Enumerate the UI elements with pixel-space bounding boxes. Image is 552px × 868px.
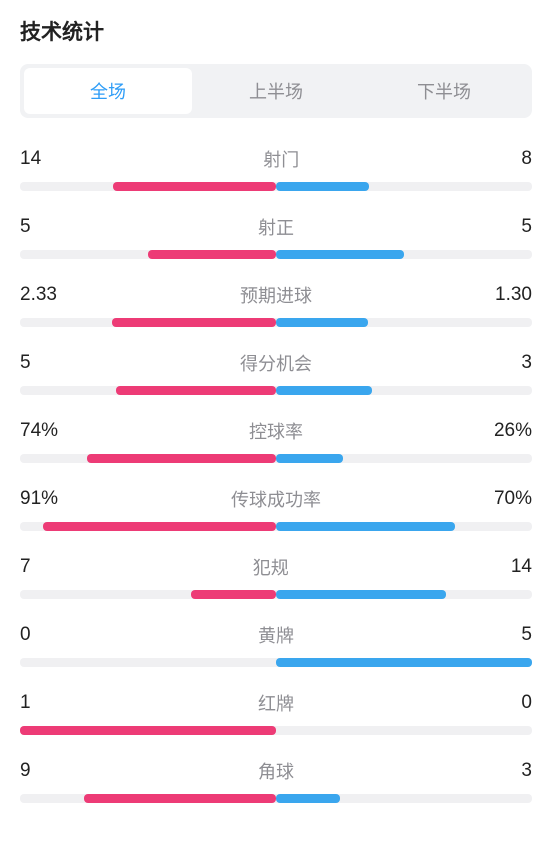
stat-bar-track	[20, 318, 532, 327]
stat-label: 射门	[263, 146, 299, 172]
tab-label: 下半场	[417, 82, 471, 102]
stat-label: 传球成功率	[231, 486, 321, 512]
stat-right-value: 8	[521, 148, 532, 170]
stat-label: 得分机会	[240, 350, 312, 376]
stat-left-value: 0	[20, 624, 31, 646]
tab-2[interactable]: 下半场	[360, 68, 528, 114]
stat-bar-track	[20, 182, 532, 191]
tab-1[interactable]: 上半场	[192, 68, 360, 114]
stat-header: 5 得分机会 3	[20, 350, 532, 376]
stat-left-value: 7	[20, 556, 31, 578]
stat-bar-left	[191, 590, 277, 599]
stat-left-value: 5	[20, 352, 31, 374]
stat-left-value: 14	[20, 148, 41, 170]
stat-row: 7 犯规 14	[20, 554, 532, 599]
stat-header: 91% 传球成功率 70%	[20, 486, 532, 512]
stat-bar-right	[276, 590, 446, 599]
stat-right-value: 3	[521, 760, 532, 782]
stat-row: 1 红牌 0	[20, 690, 532, 735]
stat-header: 1 红牌 0	[20, 690, 532, 716]
stat-right-value: 26%	[494, 420, 532, 442]
stat-row: 0 黄牌 5	[20, 622, 532, 667]
stat-row: 2.33 预期进球 1.30	[20, 282, 532, 327]
tab-label: 全场	[90, 82, 126, 102]
stat-left-value: 5	[20, 216, 31, 238]
stat-right-value: 5	[521, 216, 532, 238]
stat-bar-right	[276, 182, 369, 191]
stat-label: 预期进球	[240, 282, 312, 308]
stat-left-value: 74%	[20, 420, 58, 442]
stat-bar-left	[113, 182, 276, 191]
stat-label: 黄牌	[258, 622, 294, 648]
stat-right-value: 3	[521, 352, 532, 374]
stat-left-value: 9	[20, 760, 31, 782]
stats-panel: 技术统计 全场 上半场 下半场 14 射门 8 5 射正 5 2.33 预期进球 1.30 5 得分机会…	[0, 0, 552, 803]
stat-header: 0 黄牌 5	[20, 622, 532, 648]
stat-bar-right	[276, 386, 372, 395]
stat-bar-right	[276, 794, 340, 803]
stat-bar-track	[20, 794, 532, 803]
stat-left-value: 91%	[20, 488, 58, 510]
stat-bar-left	[116, 386, 276, 395]
stat-label: 犯规	[253, 554, 289, 580]
stat-row: 91% 传球成功率 70%	[20, 486, 532, 531]
stat-bar-left	[84, 794, 276, 803]
stat-bar-track	[20, 658, 532, 667]
stat-header: 74% 控球率 26%	[20, 418, 532, 444]
stat-label: 控球率	[249, 418, 303, 444]
stats-list: 14 射门 8 5 射正 5 2.33 预期进球 1.30 5 得分机会 3 74% 控球率 26% 91% 传…	[20, 146, 532, 803]
tab-label: 上半场	[249, 82, 303, 102]
period-tabs: 全场 上半场 下半场	[20, 64, 532, 118]
stat-label: 角球	[258, 758, 294, 784]
stat-bar-track	[20, 250, 532, 259]
stat-header: 2.33 预期进球 1.30	[20, 282, 532, 308]
stat-left-value: 1	[20, 692, 31, 714]
stat-left-value: 2.33	[20, 284, 57, 306]
stat-bar-track	[20, 454, 532, 463]
stat-right-value: 70%	[494, 488, 532, 510]
stat-row: 9 角球 3	[20, 758, 532, 803]
stat-label: 红牌	[258, 690, 294, 716]
stat-bar-right	[276, 250, 404, 259]
stat-bar-left	[20, 726, 276, 735]
stat-bar-right	[276, 318, 368, 327]
stat-row: 5 射正 5	[20, 214, 532, 259]
stat-bar-left	[87, 454, 276, 463]
stat-bar-right	[276, 658, 532, 667]
stat-bar-left	[112, 318, 276, 327]
stat-bar-right	[276, 522, 455, 531]
stat-bar-left	[43, 522, 276, 531]
stat-header: 9 角球 3	[20, 758, 532, 784]
page-title: 技术统计	[20, 16, 532, 46]
stat-right-value: 5	[521, 624, 532, 646]
stat-label: 射正	[258, 214, 294, 240]
stat-bar-track	[20, 590, 532, 599]
stat-header: 5 射正 5	[20, 214, 532, 240]
stat-bar-track	[20, 386, 532, 395]
stat-header: 14 射门 8	[20, 146, 532, 172]
stat-bar-left	[148, 250, 276, 259]
stat-row: 5 得分机会 3	[20, 350, 532, 395]
stat-row: 74% 控球率 26%	[20, 418, 532, 463]
stat-header: 7 犯规 14	[20, 554, 532, 580]
stat-right-value: 0	[521, 692, 532, 714]
tab-0[interactable]: 全场	[24, 68, 192, 114]
stat-bar-right	[276, 454, 343, 463]
stat-bar-track	[20, 522, 532, 531]
stat-right-value: 14	[511, 556, 532, 578]
stat-bar-track	[20, 726, 532, 735]
stat-right-value: 1.30	[495, 284, 532, 306]
stat-row: 14 射门 8	[20, 146, 532, 191]
